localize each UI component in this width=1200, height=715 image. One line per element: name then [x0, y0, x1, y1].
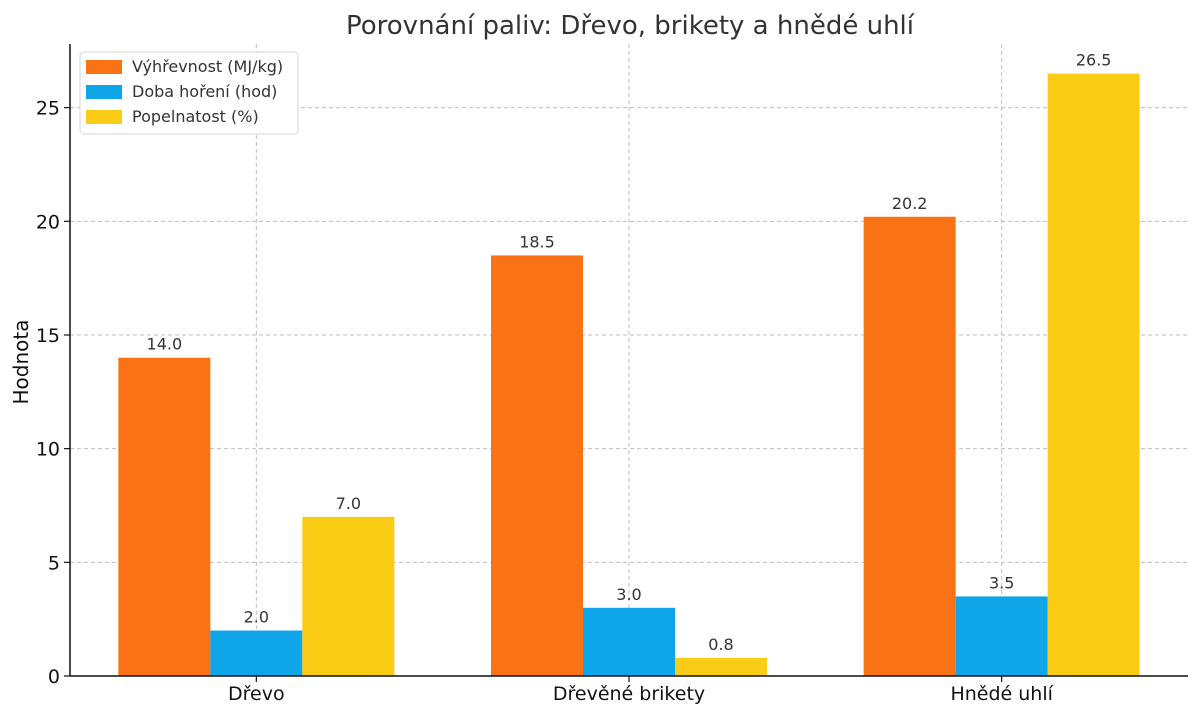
y-tick-label: 25: [36, 98, 60, 120]
bar-value-label: 20.2: [892, 194, 928, 213]
bar-value-label: 3.5: [989, 573, 1014, 592]
legend-frame: [79, 51, 299, 135]
y-tick-label: 0: [48, 666, 60, 688]
bar-value-label: 2.0: [244, 608, 269, 627]
bar: [583, 607, 675, 676]
legend-label: Výhřevnost (MJ/kg): [132, 57, 283, 76]
bar-value-label: 7.0: [336, 494, 361, 513]
y-tick-label: 20: [36, 211, 60, 233]
y-tick-label: 5: [48, 552, 60, 574]
bar: [491, 255, 583, 677]
x-tick-label: Dřevěné brikety: [553, 683, 705, 705]
bar-value-label: 18.5: [519, 232, 555, 251]
bar-value-label: 3.0: [616, 585, 641, 604]
legend-swatch: [86, 60, 122, 74]
bar-value-label: 0.8: [708, 635, 733, 654]
bar: [955, 596, 1048, 676]
legend-swatch: [86, 85, 122, 99]
chart-title: Porovnání paliv: Dřevo, brikety a hnědé …: [346, 11, 915, 41]
bar: [118, 357, 211, 676]
legend: Výhřevnost (MJ/kg) Doba hoření (hod) Popel…: [79, 51, 299, 135]
bars-layer: [118, 73, 1140, 677]
legend-swatch: [86, 110, 122, 124]
x-tick-label: Hnědé uhlí: [950, 683, 1053, 705]
legend-label: Doba hoření (hod): [132, 82, 277, 101]
grid-layer: [70, 44, 1188, 676]
bar-value-label: 26.5: [1076, 51, 1112, 70]
bar: [675, 657, 767, 676]
legend-items: Výhřevnost (MJ/kg) Doba hoření (hod) Popel…: [86, 57, 283, 126]
y-axis-label: Hodnota: [9, 320, 33, 405]
bar: [863, 216, 956, 676]
y-tick-label: 15: [36, 325, 60, 347]
legend-label: Popelnatost (%): [132, 107, 259, 126]
x-tick-label: Dřevo: [228, 683, 285, 705]
bar-value-label: 14.0: [147, 335, 183, 354]
bar: [1047, 73, 1140, 676]
y-ticks-layer: 0 5 10 15 20 25: [36, 98, 70, 688]
bar: [210, 630, 303, 676]
y-tick-label: 10: [36, 439, 60, 461]
x-ticks-layer: Dřevo Dřevěné brikety Hnědé uhlí: [228, 676, 1054, 705]
labels-layer: 14.0 2.0 7.0 18.5 3.0 0.8 20.2 3.5 26.5: [147, 51, 1112, 654]
bar: [302, 516, 395, 676]
